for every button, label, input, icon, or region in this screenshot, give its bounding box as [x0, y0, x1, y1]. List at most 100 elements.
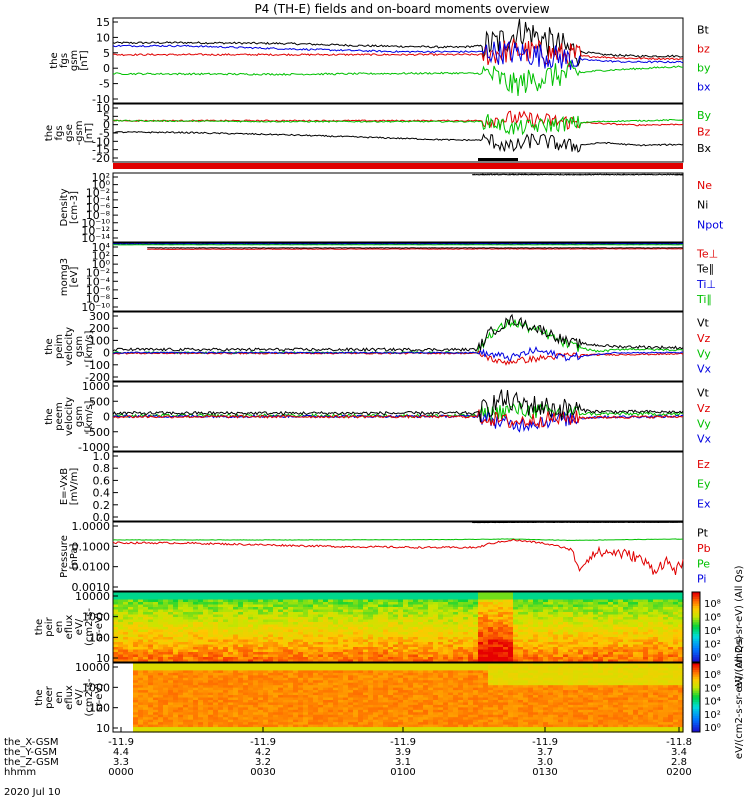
spectrogram-cell	[618, 594, 624, 598]
spectrogram-cell	[193, 612, 199, 616]
spectrogram-cell	[303, 695, 309, 699]
spectrogram-cell	[673, 637, 679, 641]
spectrogram-cell	[308, 599, 314, 603]
spectrogram-cell	[498, 632, 504, 636]
spectrogram-cell	[223, 665, 229, 669]
spectrogram-cell	[583, 602, 589, 606]
spectrogram-cell	[148, 627, 154, 631]
spectrogram-cell	[218, 639, 224, 643]
spectrogram-cell	[293, 604, 299, 608]
spectrogram-cell	[388, 599, 394, 603]
spectrogram-cell	[538, 642, 544, 646]
spectrogram-cell	[653, 624, 659, 628]
spectrogram-cell	[643, 622, 649, 626]
spectrogram-cell	[243, 594, 249, 598]
spectrogram-cell	[308, 714, 314, 718]
spectrogram-cell	[298, 727, 304, 731]
spectrogram-cell	[213, 712, 219, 716]
spectrogram-cell	[293, 622, 299, 626]
series-bz	[112, 37, 684, 68]
spectrogram-cell	[668, 624, 674, 628]
spectrogram-cell	[428, 624, 434, 628]
spectrogram-cell	[388, 634, 394, 638]
spectrogram-cell	[613, 657, 619, 661]
spectrogram-cell	[448, 637, 454, 641]
spectrogram-cell	[643, 604, 649, 608]
spectrogram-cell	[188, 724, 194, 728]
spectrogram-cell	[148, 695, 154, 699]
spectrogram-cell	[253, 607, 259, 611]
spectrogram-cell	[323, 677, 329, 681]
spectrogram-cell	[378, 704, 384, 708]
spectrogram-cell	[223, 607, 229, 611]
spectrogram-cell	[153, 632, 159, 636]
spectrogram-cell	[543, 647, 549, 651]
spectrogram-cell	[513, 619, 519, 623]
spectrogram-cell	[578, 657, 584, 661]
spectrogram-cell	[328, 634, 334, 638]
spectrogram-cell	[633, 604, 639, 608]
spectrogram-cell	[233, 614, 239, 618]
spectrogram-cell	[458, 602, 464, 606]
spectrogram-cell	[613, 597, 619, 601]
spectrogram-cell	[208, 599, 214, 603]
spectrogram-cell	[143, 604, 149, 608]
spectrogram-cell	[608, 627, 614, 631]
spectrogram-cell	[173, 719, 179, 723]
spectrogram-cell	[338, 599, 344, 603]
spectrogram-cell	[323, 692, 329, 696]
spectrogram-cell	[503, 614, 509, 618]
spectrogram-cell	[278, 654, 284, 658]
spectrogram-cell	[218, 667, 224, 671]
spectrogram-cell	[393, 672, 399, 676]
spectrogram-cell	[153, 719, 159, 723]
spectrogram-cell	[453, 649, 459, 653]
spectrogram-cell	[318, 665, 324, 669]
spectrogram-cell	[228, 632, 234, 636]
spectrogram-cell	[483, 647, 489, 651]
spectrogram-cell	[348, 692, 354, 696]
spectrogram-cell	[663, 627, 669, 631]
spectrogram-cell	[628, 644, 634, 648]
spectrogram-cell	[218, 637, 224, 641]
spectrogram-cell	[113, 667, 119, 671]
spectrogram-cell	[543, 617, 549, 621]
spectrogram-cell	[613, 624, 619, 628]
spectrogram-cell	[498, 637, 504, 641]
spectrogram-cell	[193, 722, 199, 726]
spectrogram-cell	[478, 602, 484, 606]
spectrogram-cell	[323, 632, 329, 636]
series-By	[112, 114, 684, 136]
spectrogram-cell	[188, 717, 194, 721]
spectrogram-cell	[568, 609, 574, 613]
spectrogram-cell	[488, 639, 494, 643]
spectrogram-cell	[608, 632, 614, 636]
spectrogram-cell	[508, 622, 514, 626]
spectrogram-cell	[223, 652, 229, 656]
spectrogram-cell	[198, 667, 204, 671]
spectrogram-cell	[318, 727, 324, 731]
spectrogram-cell	[303, 617, 309, 621]
spectrogram-cell	[463, 597, 469, 601]
spectrogram-cell	[333, 617, 339, 621]
spectrogram-cell	[293, 632, 299, 636]
spectrogram-cell	[163, 712, 169, 716]
y-axis-label: gsm	[74, 406, 85, 427]
y-tick-label: 10⁰	[92, 258, 111, 271]
spectrogram-cell	[333, 602, 339, 606]
spectrogram-cell	[243, 704, 249, 708]
spectrogram-cell	[608, 622, 614, 626]
spectrogram-cell	[308, 729, 314, 733]
spectrogram-cell	[553, 622, 559, 626]
y-axis-label: fgs	[54, 125, 65, 140]
spectrogram-cell	[223, 649, 229, 653]
spectrogram-cell	[308, 652, 314, 656]
spectrogram-cell	[443, 599, 449, 603]
spectrogram-cell	[173, 617, 179, 621]
spectrogram-cell	[218, 729, 224, 733]
spectrogram-cell	[493, 634, 499, 638]
spectrogram-cell	[338, 722, 344, 726]
spectrogram-cell	[143, 614, 149, 618]
spectrogram-cell	[208, 709, 214, 713]
